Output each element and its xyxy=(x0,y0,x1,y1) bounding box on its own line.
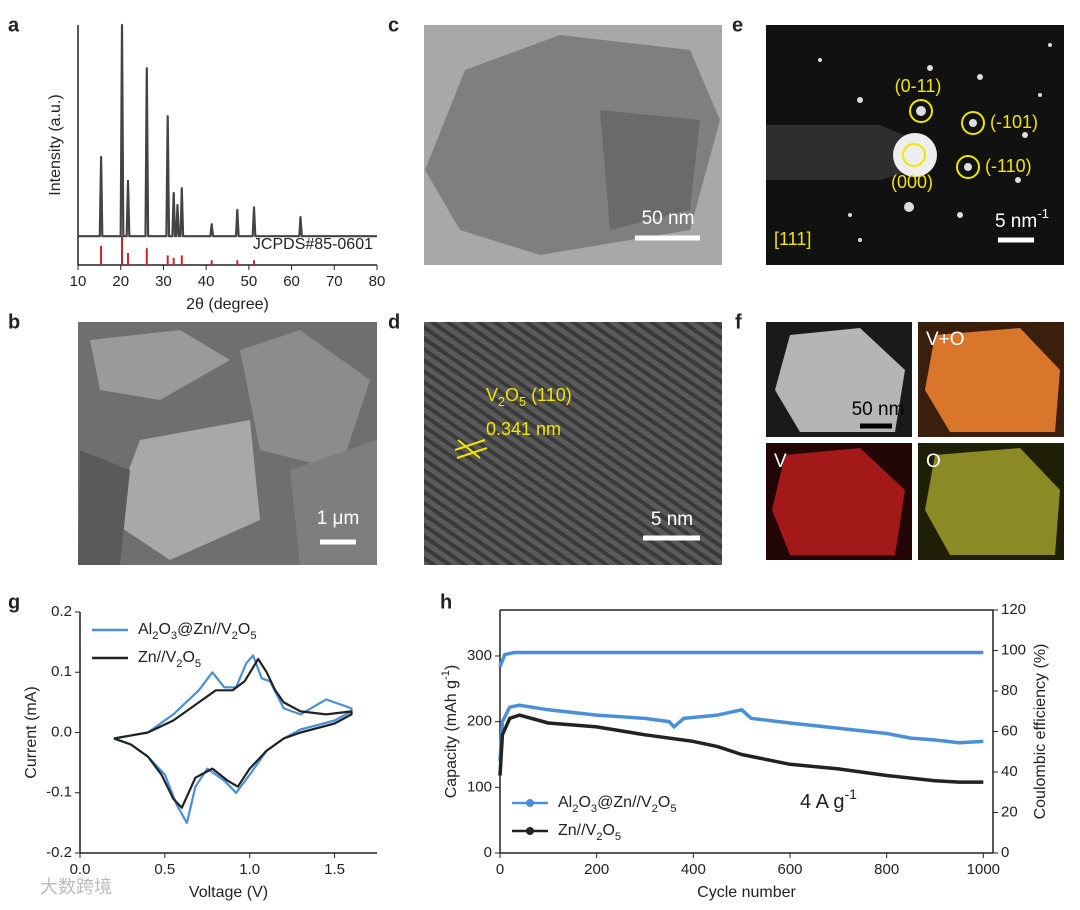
x-axis-label: Cycle number xyxy=(697,884,796,901)
series-line xyxy=(113,654,353,824)
hrtem-image: V2O5 (110) 0.341 nm 5 nm xyxy=(424,322,722,565)
scale-bar-label: 1 μm xyxy=(317,508,360,529)
y-tick-label: 0 xyxy=(484,844,492,861)
x-tick-label: 0 xyxy=(496,861,504,878)
panel-label: g xyxy=(8,591,20,613)
panel-label: f xyxy=(735,311,742,333)
eds-maps: 50 nm V+O V O xyxy=(766,322,1064,560)
legend-marker xyxy=(526,827,534,835)
x-tick-label: 1.5 xyxy=(324,861,345,878)
y2-tick-label: 0 xyxy=(1001,844,1009,861)
map-label: O xyxy=(926,451,941,472)
legend-label: Zn//V2O5 xyxy=(138,649,201,670)
series-line xyxy=(113,657,353,809)
lattice-plane: V2O5 (110) xyxy=(486,385,572,410)
panel-label: c xyxy=(388,14,399,36)
y2-tick-label: 80 xyxy=(1001,682,1018,699)
y-tick-label: 0.2 xyxy=(51,603,72,620)
map-label: V+O xyxy=(926,329,965,350)
sem-image: 1 μm xyxy=(78,322,377,565)
series-line xyxy=(498,713,984,784)
annotation: 4 A g-1 xyxy=(800,786,857,814)
x-tick-label: 200 xyxy=(584,861,609,878)
series-line xyxy=(78,23,377,238)
reference-label: JCPDS#85-0601 xyxy=(253,236,373,253)
y-axis-label: Capacity (mAh g-1) xyxy=(440,665,460,799)
x-tick-label: 0.5 xyxy=(154,861,175,878)
scale-bar-label: 50 nm xyxy=(852,399,905,420)
scale-bar-label: 5 nm xyxy=(651,509,693,530)
spot-label: (000) xyxy=(891,172,933,192)
y-tick-label: 300 xyxy=(467,647,492,664)
legend-label: Al2O3@Zn//V2O5 xyxy=(138,621,257,642)
x-tick-label: 40 xyxy=(198,273,215,290)
y2-tick-label: 120 xyxy=(1001,601,1026,618)
x-tick-label: 50 xyxy=(241,273,258,290)
panel-label: d xyxy=(388,311,400,333)
spot-label: (-101) xyxy=(990,112,1038,132)
x-tick-label: 0.0 xyxy=(70,861,91,878)
legend-label: Zn//V2O5 xyxy=(558,822,621,843)
x-axis-label: Voltage (V) xyxy=(189,884,268,901)
y-tick-label: -0.2 xyxy=(46,844,72,861)
scale-bar-label: 50 nm xyxy=(642,208,695,229)
y2-tick-label: 20 xyxy=(1001,803,1018,820)
spot-label: (-110) xyxy=(985,156,1032,176)
x-tick-label: 30 xyxy=(155,273,172,290)
legend-label: Al2O3@Zn//V2O5 xyxy=(558,794,677,815)
y2-tick-label: 40 xyxy=(1001,763,1018,780)
d-spacing: 0.341 nm xyxy=(486,419,561,439)
x-tick-label: 1.0 xyxy=(239,861,260,878)
x-tick-label: 10 xyxy=(70,273,87,290)
panel-label: h xyxy=(440,591,452,613)
x-tick-label: 80 xyxy=(369,273,386,290)
map-label: V xyxy=(774,451,787,472)
tem-image: 50 nm xyxy=(424,25,722,265)
series-line xyxy=(498,650,984,668)
x-tick-label: 800 xyxy=(874,861,899,878)
panel-label: b xyxy=(8,311,20,333)
y-tick-label: 100 xyxy=(467,778,492,795)
y-axis-label: Intensity (a.u.) xyxy=(47,94,64,195)
y2-tick-label: 100 xyxy=(1001,641,1026,658)
saed-pattern: (0-11) (-101) (000) (-110) [111] 5 nm-1 xyxy=(766,25,1064,265)
x-tick-label: 400 xyxy=(681,861,706,878)
y2-axis-label: Coulombic efficiency (%) xyxy=(1032,644,1049,820)
y-tick-label: 200 xyxy=(467,713,492,730)
y-tick-label: 0.0 xyxy=(51,723,72,740)
scale-bar-label: 5 nm-1 xyxy=(995,206,1049,232)
legend-marker xyxy=(526,799,534,807)
x-tick-label: 70 xyxy=(326,273,343,290)
zone-axis: [111] xyxy=(774,229,811,249)
panel-label: e xyxy=(732,14,743,36)
y-tick-label: 0.1 xyxy=(51,663,72,680)
x-tick-label: 600 xyxy=(777,861,802,878)
x-axis-label: 2θ (degree) xyxy=(186,296,269,313)
series-line xyxy=(498,703,984,762)
watermark: 大数跨境 xyxy=(40,877,112,897)
panel-label: a xyxy=(8,14,20,36)
y-tick-label: -0.1 xyxy=(46,784,72,801)
y-axis-label: Current (mA) xyxy=(23,686,40,778)
y2-tick-label: 60 xyxy=(1001,722,1018,739)
x-tick-label: 20 xyxy=(112,273,129,290)
x-tick-label: 60 xyxy=(283,273,300,290)
spot-label: (0-11) xyxy=(895,76,942,96)
x-tick-label: 1000 xyxy=(967,861,1000,878)
